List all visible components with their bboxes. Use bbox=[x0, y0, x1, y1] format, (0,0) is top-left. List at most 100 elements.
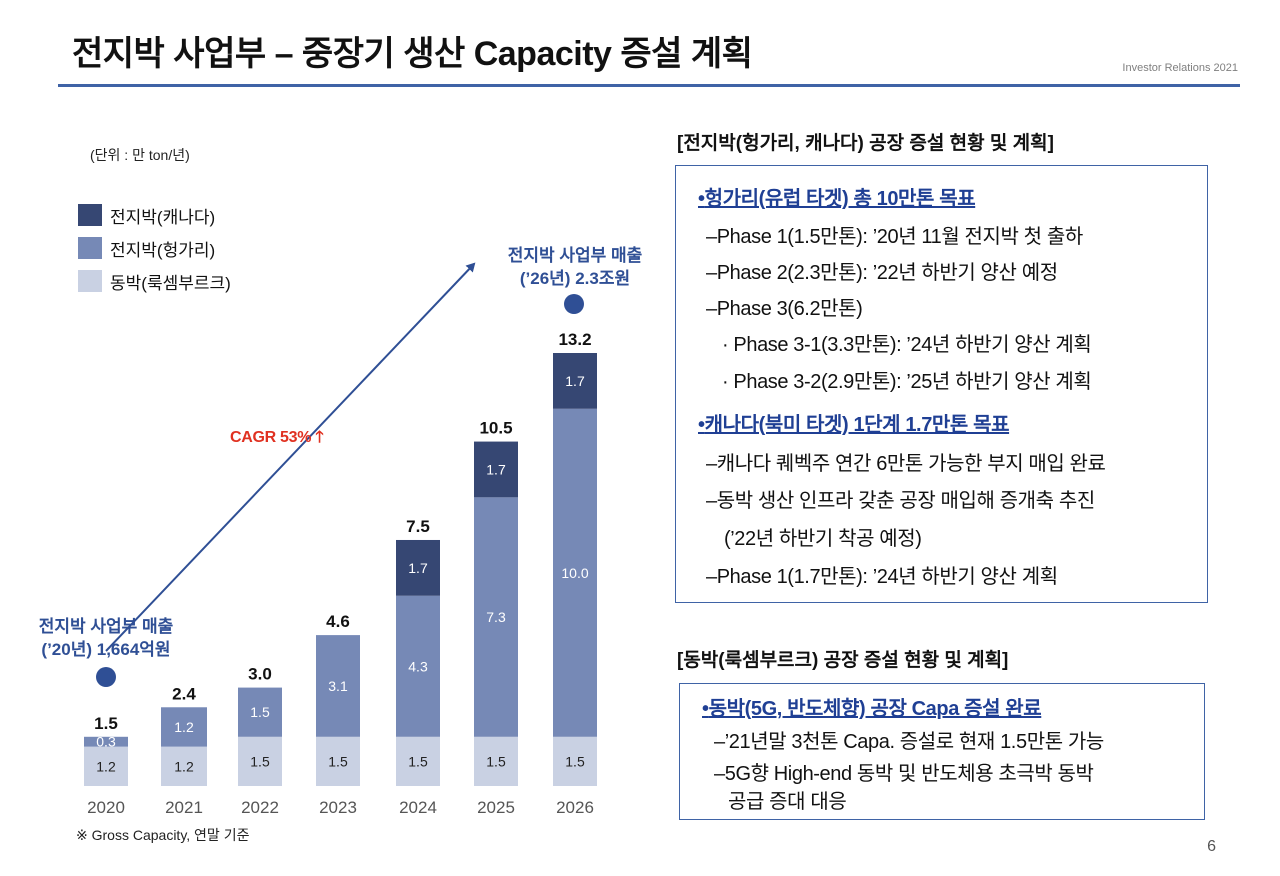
arrow-up-icon: 🡑 bbox=[315, 429, 324, 446]
cagr-label: CAGR 53% 🡑 bbox=[230, 426, 324, 453]
bar-segment-2020-0 bbox=[84, 746, 128, 786]
plan-line: · Phase 3-1(3.3만톤): ’24년 하반기 양산 계획 bbox=[722, 328, 1092, 357]
bar-segment-2021-0 bbox=[161, 746, 207, 786]
x-tick-label: 2023 bbox=[319, 798, 357, 817]
plan-line: · Phase 3-2(2.9만톤): ’25년 하반기 양산 계획 bbox=[722, 365, 1092, 394]
chart-footnote: ※ Gross Capacity, 연말 기준 bbox=[76, 827, 250, 843]
plan-text: –동박 생산 인프라 갖춘 공장 매입해 증개축 추진 bbox=[706, 490, 1095, 512]
plan-text: –5G향 High-end 동박 및 반도체용 초극박 동박 bbox=[714, 763, 1094, 785]
bar-value-label: 1.5 bbox=[486, 753, 506, 769]
end-revenue-line2: (’26년) 2.3조원 bbox=[519, 269, 631, 288]
plan-line: –Phase 2(2.3만톤): ’22년 하반기 양산 예정 bbox=[706, 256, 1058, 285]
legend-label-canada: 전지박(캐나다) bbox=[110, 207, 216, 227]
bar-value-label: 1.2 bbox=[174, 758, 194, 774]
plan-line: (’22년 하반기 착공 예정) bbox=[724, 522, 922, 551]
bar-value-label: 1.5 bbox=[565, 753, 585, 769]
x-tick-label: 2022 bbox=[241, 798, 279, 817]
plan-heading: •캐나다(북미 타겟) 1단계 1.7만톤 목표 bbox=[698, 408, 1009, 437]
bar-segment-2023-1 bbox=[316, 635, 360, 737]
battery-plan-box: •헝가리(유럽 타겟) 총 10만톤 목표 –Phase 1(1.5만톤): ’2… bbox=[675, 165, 1208, 603]
legend-swatch-canada bbox=[78, 204, 102, 226]
plan-text: –Phase 3(6.2만톤) bbox=[706, 298, 863, 320]
copper-plan-box: •동박(5G, 반도체향) 공장 Capa 증설 완료 –’21년말 3천톤 Ca… bbox=[679, 683, 1205, 820]
bar-value-label: 1.7 bbox=[565, 373, 585, 389]
end-revenue-dot bbox=[564, 294, 584, 314]
plan-text: –캐나다 퀘벡주 연간 6만톤 가능한 부지 매입 완료 bbox=[706, 453, 1106, 475]
chart-legend: 전지박(캐나다) 전지박(헝가리) 동박(룩셈부르크) bbox=[78, 203, 231, 302]
plan-line: –Phase 1(1.7만톤): ’24년 하반기 양산 계획 bbox=[706, 560, 1058, 589]
plan-text: 헝가리(유럽 타겟) 총 10만톤 목표 bbox=[704, 188, 976, 210]
plan-line: –5G향 High-end 동박 및 반도체용 초극박 동박 bbox=[714, 757, 1094, 786]
bar-segment-2025-2 bbox=[474, 441, 518, 498]
legend-label-luxembourg: 동박(룩셈부르크) bbox=[110, 273, 231, 293]
plan-line: –Phase 3(6.2만톤) bbox=[706, 292, 863, 321]
plan-text: –Phase 2(2.3만톤): ’22년 하반기 양산 예정 bbox=[706, 262, 1058, 284]
copper-section-title: [동박(룩셈부르크) 공장 증설 현황 및 계획] bbox=[677, 650, 1009, 671]
bar-value-label: 7.3 bbox=[486, 609, 506, 625]
bar-segment-2022-1 bbox=[238, 687, 282, 737]
bar-value-label: 0.3 bbox=[96, 734, 116, 750]
bar-total-label: 2.4 bbox=[172, 684, 196, 703]
start-revenue-dot bbox=[96, 667, 116, 687]
bar-value-label: 4.3 bbox=[408, 658, 428, 674]
plan-text: 공급 증대 대응 bbox=[728, 791, 847, 813]
bar-total-label: 1.5 bbox=[94, 714, 118, 733]
x-tick-label: 2021 bbox=[165, 798, 203, 817]
plan-text: (’22년 하반기 착공 예정) bbox=[724, 528, 922, 550]
bar-segment-2023-0 bbox=[316, 736, 360, 786]
x-tick-label: 2024 bbox=[399, 798, 437, 817]
x-tick-label: 2026 bbox=[556, 798, 594, 817]
bar-segment-2026-0 bbox=[553, 736, 597, 786]
start-revenue-callout: 전지박 사업부 매출 (’20년) 1,664억원 bbox=[6, 615, 206, 661]
bar-value-label: 1.5 bbox=[250, 704, 270, 720]
bar-value-label: 1.5 bbox=[250, 753, 270, 769]
bar-value-label: 1.7 bbox=[408, 560, 428, 576]
bullet-icon: • bbox=[698, 414, 705, 436]
end-revenue-line1: 전지박 사업부 매출 bbox=[507, 246, 643, 265]
plan-text: · Phase 3-2(2.9만톤): ’25년 하반기 양산 계획 bbox=[722, 371, 1092, 393]
bullet-icon: • bbox=[702, 698, 709, 720]
x-tick-label: 2025 bbox=[477, 798, 515, 817]
legend-swatch-luxembourg bbox=[78, 270, 102, 292]
bar-segment-2026-2 bbox=[553, 353, 597, 409]
bar-value-label: 1.5 bbox=[328, 753, 348, 769]
bar-value-label: 1.2 bbox=[96, 758, 116, 774]
page-title: 전지박 사업부 – 중장기 생산 Capacity 증설 계획 bbox=[72, 35, 753, 73]
bar-total-label: 4.6 bbox=[326, 612, 350, 631]
bar-segment-2024-0 bbox=[396, 736, 440, 786]
legend-item-hungary: 전지박(헝가리) bbox=[78, 236, 231, 260]
capacity-chart: 1.20.31.520201.21.22.420211.51.53.020221… bbox=[84, 262, 597, 817]
bar-segment-2024-2 bbox=[396, 539, 440, 596]
bar-value-label: 10.0 bbox=[561, 565, 588, 581]
bar-value-label: 3.1 bbox=[328, 678, 348, 694]
cagr-text: CAGR 53% bbox=[230, 429, 312, 446]
plan-heading: •헝가리(유럽 타겟) 총 10만톤 목표 bbox=[698, 182, 976, 211]
plan-text: –Phase 1(1.5만톤): ’20년 11월 전지박 첫 출하 bbox=[706, 226, 1083, 248]
page-number: 6 bbox=[1207, 838, 1216, 855]
chart-unit: (단위 : 만 ton/년) bbox=[90, 147, 190, 163]
bar-value-label: 1.5 bbox=[408, 753, 428, 769]
bar-segment-2026-1 bbox=[553, 408, 597, 737]
plan-text: –Phase 1(1.7만톤): ’24년 하반기 양산 계획 bbox=[706, 566, 1058, 588]
plan-line: –캐나다 퀘벡주 연간 6만톤 가능한 부지 매입 완료 bbox=[706, 447, 1106, 476]
legend-swatch-hungary bbox=[78, 237, 102, 259]
bullet-icon: • bbox=[698, 188, 705, 210]
title-divider bbox=[58, 84, 1240, 87]
bar-total-label: 7.5 bbox=[406, 517, 430, 536]
plan-line: –동박 생산 인프라 갖춘 공장 매입해 증개축 추진 bbox=[706, 484, 1095, 513]
legend-item-canada: 전지박(캐나다) bbox=[78, 203, 231, 227]
bar-total-label: 3.0 bbox=[248, 665, 272, 684]
bar-total-label: 13.2 bbox=[558, 330, 591, 349]
plan-line: –’21년말 3천톤 Capa. 증설로 현재 1.5만톤 가능 bbox=[714, 725, 1104, 754]
bar-segment-2024-1 bbox=[396, 595, 440, 737]
plan-text: · Phase 3-1(3.3만톤): ’24년 하반기 양산 계획 bbox=[722, 334, 1092, 356]
bar-value-label: 1.7 bbox=[486, 461, 506, 477]
growth-arrow bbox=[105, 262, 476, 652]
plan-text: –’21년말 3천톤 Capa. 증설로 현재 1.5만톤 가능 bbox=[714, 731, 1104, 753]
bar-segment-2021-1 bbox=[161, 707, 207, 747]
plan-text: 캐나다(북미 타겟) 1단계 1.7만톤 목표 bbox=[704, 414, 1010, 436]
plan-line: –Phase 1(1.5만톤): ’20년 11월 전지박 첫 출하 bbox=[706, 220, 1083, 249]
bar-segment-2020-1 bbox=[84, 736, 128, 747]
plan-line: 공급 증대 대응 bbox=[728, 785, 847, 814]
legend-label-hungary: 전지박(헝가리) bbox=[110, 240, 216, 260]
